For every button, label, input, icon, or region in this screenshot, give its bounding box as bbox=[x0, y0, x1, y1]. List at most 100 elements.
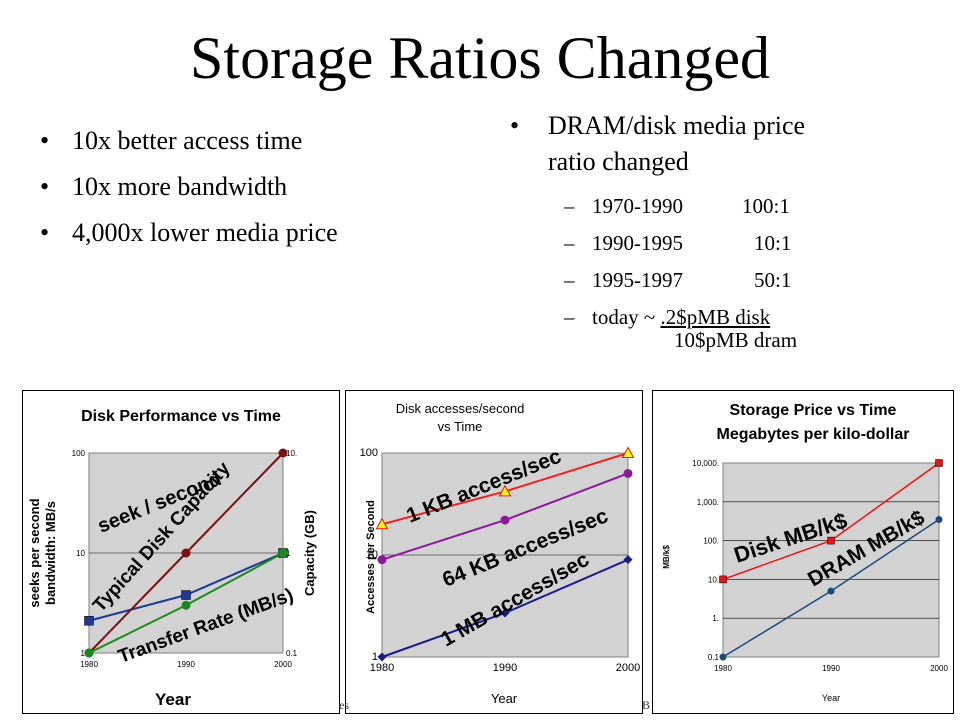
y-tick-label: 1,000. bbox=[697, 498, 719, 507]
x-tick-label: 1980 bbox=[80, 660, 98, 669]
data-point bbox=[827, 587, 835, 595]
footer-fragment-left: es bbox=[339, 698, 349, 712]
data-point bbox=[278, 548, 288, 558]
x-tick-label: 1980 bbox=[370, 662, 394, 674]
ratio-row: –1970-1990 100:1 bbox=[510, 188, 950, 225]
y-tick-label: 100 bbox=[72, 449, 86, 458]
ratio-value: 10:1 bbox=[754, 231, 792, 255]
bullet-item: • 10x more bandwidth bbox=[40, 164, 338, 210]
ratio-years: 1990-1995 bbox=[592, 231, 683, 255]
data-point bbox=[181, 590, 191, 600]
y2-axis-label: Capacity (GB) bbox=[302, 510, 317, 596]
data-point bbox=[500, 608, 510, 618]
today-dram-price: 10$pMB dram bbox=[674, 328, 798, 352]
bullet-line: DRAM/disk media price bbox=[548, 111, 806, 140]
y2-tick-label: 0.1 bbox=[286, 649, 298, 658]
data-point bbox=[278, 448, 288, 458]
y-tick-label: 100 bbox=[360, 447, 378, 459]
today-disk-price: .2$pMB disk bbox=[660, 305, 771, 329]
bullet-glyph: • bbox=[510, 111, 520, 140]
y2-tick-label: 10. bbox=[286, 449, 297, 458]
data-point bbox=[181, 600, 191, 610]
plot-area bbox=[722, 462, 940, 658]
x-axis-label: Year bbox=[155, 690, 191, 709]
dash-glyph: – bbox=[564, 194, 575, 218]
data-point bbox=[84, 616, 94, 626]
x-tick-label: 1980 bbox=[714, 664, 732, 673]
dram-disk-bullet: • DRAM/disk media price ratio changed bbox=[510, 108, 950, 180]
y-tick-label: 1. bbox=[712, 614, 719, 623]
x-tick-label: 1990 bbox=[822, 664, 840, 673]
ratio-years: 1995-1997 bbox=[592, 268, 683, 292]
y-tick-label: 100. bbox=[703, 537, 719, 546]
x-tick-label: 2000 bbox=[274, 660, 292, 669]
x-tick-label: 2000 bbox=[930, 664, 948, 673]
bullet-glyph: • bbox=[40, 172, 50, 201]
data-point bbox=[377, 652, 387, 662]
chart-title: vs Time bbox=[438, 419, 483, 434]
x-tick-label: 1990 bbox=[177, 660, 195, 669]
bullet-text: 10x more bandwidth bbox=[72, 172, 288, 201]
chart-title: Disk Performance vs Time bbox=[81, 408, 281, 425]
data-point bbox=[719, 653, 727, 661]
y-tick-label: 10 bbox=[76, 549, 85, 558]
bullet-line: ratio changed bbox=[548, 147, 689, 176]
data-point bbox=[375, 517, 389, 530]
data-point bbox=[827, 536, 835, 545]
ratio-row: – today ~ .2$pMB disk bbox=[510, 299, 950, 336]
ratio-list: –1970-1990 100:1 –1990-1995 10:1 –1995-199… bbox=[510, 188, 950, 336]
footer-fragment-right: B bbox=[642, 698, 651, 712]
y-tick-label: 0.1 bbox=[708, 653, 720, 662]
y-axis-label: MB/k$ bbox=[662, 545, 671, 569]
ratio-row: –1990-1995 10:1 bbox=[510, 225, 950, 262]
data-point bbox=[181, 548, 191, 558]
y-axis-label: seeks per second bbox=[27, 498, 42, 607]
chart-title: Megabytes per kilo-dollar bbox=[717, 426, 910, 443]
ratio-years: 1970-1990 bbox=[592, 194, 683, 218]
x-axis-label: Year bbox=[491, 691, 518, 706]
bullet-glyph: • bbox=[40, 218, 50, 247]
bullet-item: • 4,000x lower media price bbox=[40, 210, 338, 256]
right-text-block: • DRAM/disk media price ratio changed –1… bbox=[510, 108, 950, 352]
data-point bbox=[623, 555, 633, 565]
ratio-value: 100:1 bbox=[742, 194, 790, 218]
y-axis-label: Accesses per Second bbox=[365, 500, 377, 614]
data-point bbox=[935, 515, 943, 523]
data-point bbox=[500, 515, 510, 525]
dash-glyph: – bbox=[564, 305, 575, 329]
slide-title: Storage Ratios Changed bbox=[190, 25, 770, 91]
data-point bbox=[621, 446, 635, 458]
x-tick-label: 1990 bbox=[493, 662, 517, 674]
y-tick-label: 10 bbox=[366, 549, 378, 561]
data-point bbox=[935, 459, 943, 467]
data-point bbox=[498, 484, 512, 497]
bullet-glyph: • bbox=[40, 126, 50, 155]
disk-accesses-chart: 100 10 1 1980 1990 2000 1 KB access/sec 64 KB a… bbox=[345, 390, 643, 714]
y-tick-label: 1 bbox=[372, 651, 378, 663]
x-tick-label: 2000 bbox=[616, 662, 640, 674]
y2-tick-label: 1 bbox=[286, 549, 291, 558]
today-prefix: today ~ bbox=[592, 305, 656, 329]
dash-glyph: – bbox=[564, 268, 575, 292]
data-point bbox=[377, 555, 387, 565]
dash-glyph: – bbox=[564, 231, 575, 255]
bullet-text: 4,000x lower media price bbox=[72, 218, 338, 247]
chart-title: Disk accesses/second bbox=[396, 401, 525, 416]
ratio-value: 50:1 bbox=[754, 268, 792, 292]
y-tick-label: 10. bbox=[708, 575, 719, 584]
bullet-text: 10x better access time bbox=[72, 126, 303, 155]
x-axis-label: Year bbox=[822, 693, 840, 703]
left-bullet-list: • 10x better access time • 10x more bandwi… bbox=[40, 118, 338, 256]
chart-title: Storage Price vs Time bbox=[730, 402, 897, 419]
storage-price-chart: 10,000. 1,000. 100. 10. 1. 0.1 1980 1990 2000 Dis… bbox=[652, 390, 954, 714]
y-tick-label: 10,000. bbox=[692, 459, 719, 468]
y-tick-label: 1 bbox=[81, 649, 86, 658]
disk-performance-chart: 100 10 1 10. 1 0.1 1980 1990 2000 seek / second Ty… bbox=[22, 390, 340, 714]
data-point bbox=[623, 468, 633, 478]
data-point bbox=[719, 575, 727, 584]
bullet-item: • 10x better access time bbox=[40, 118, 338, 164]
y-axis-label: bandwidth: MB/s bbox=[43, 501, 58, 605]
